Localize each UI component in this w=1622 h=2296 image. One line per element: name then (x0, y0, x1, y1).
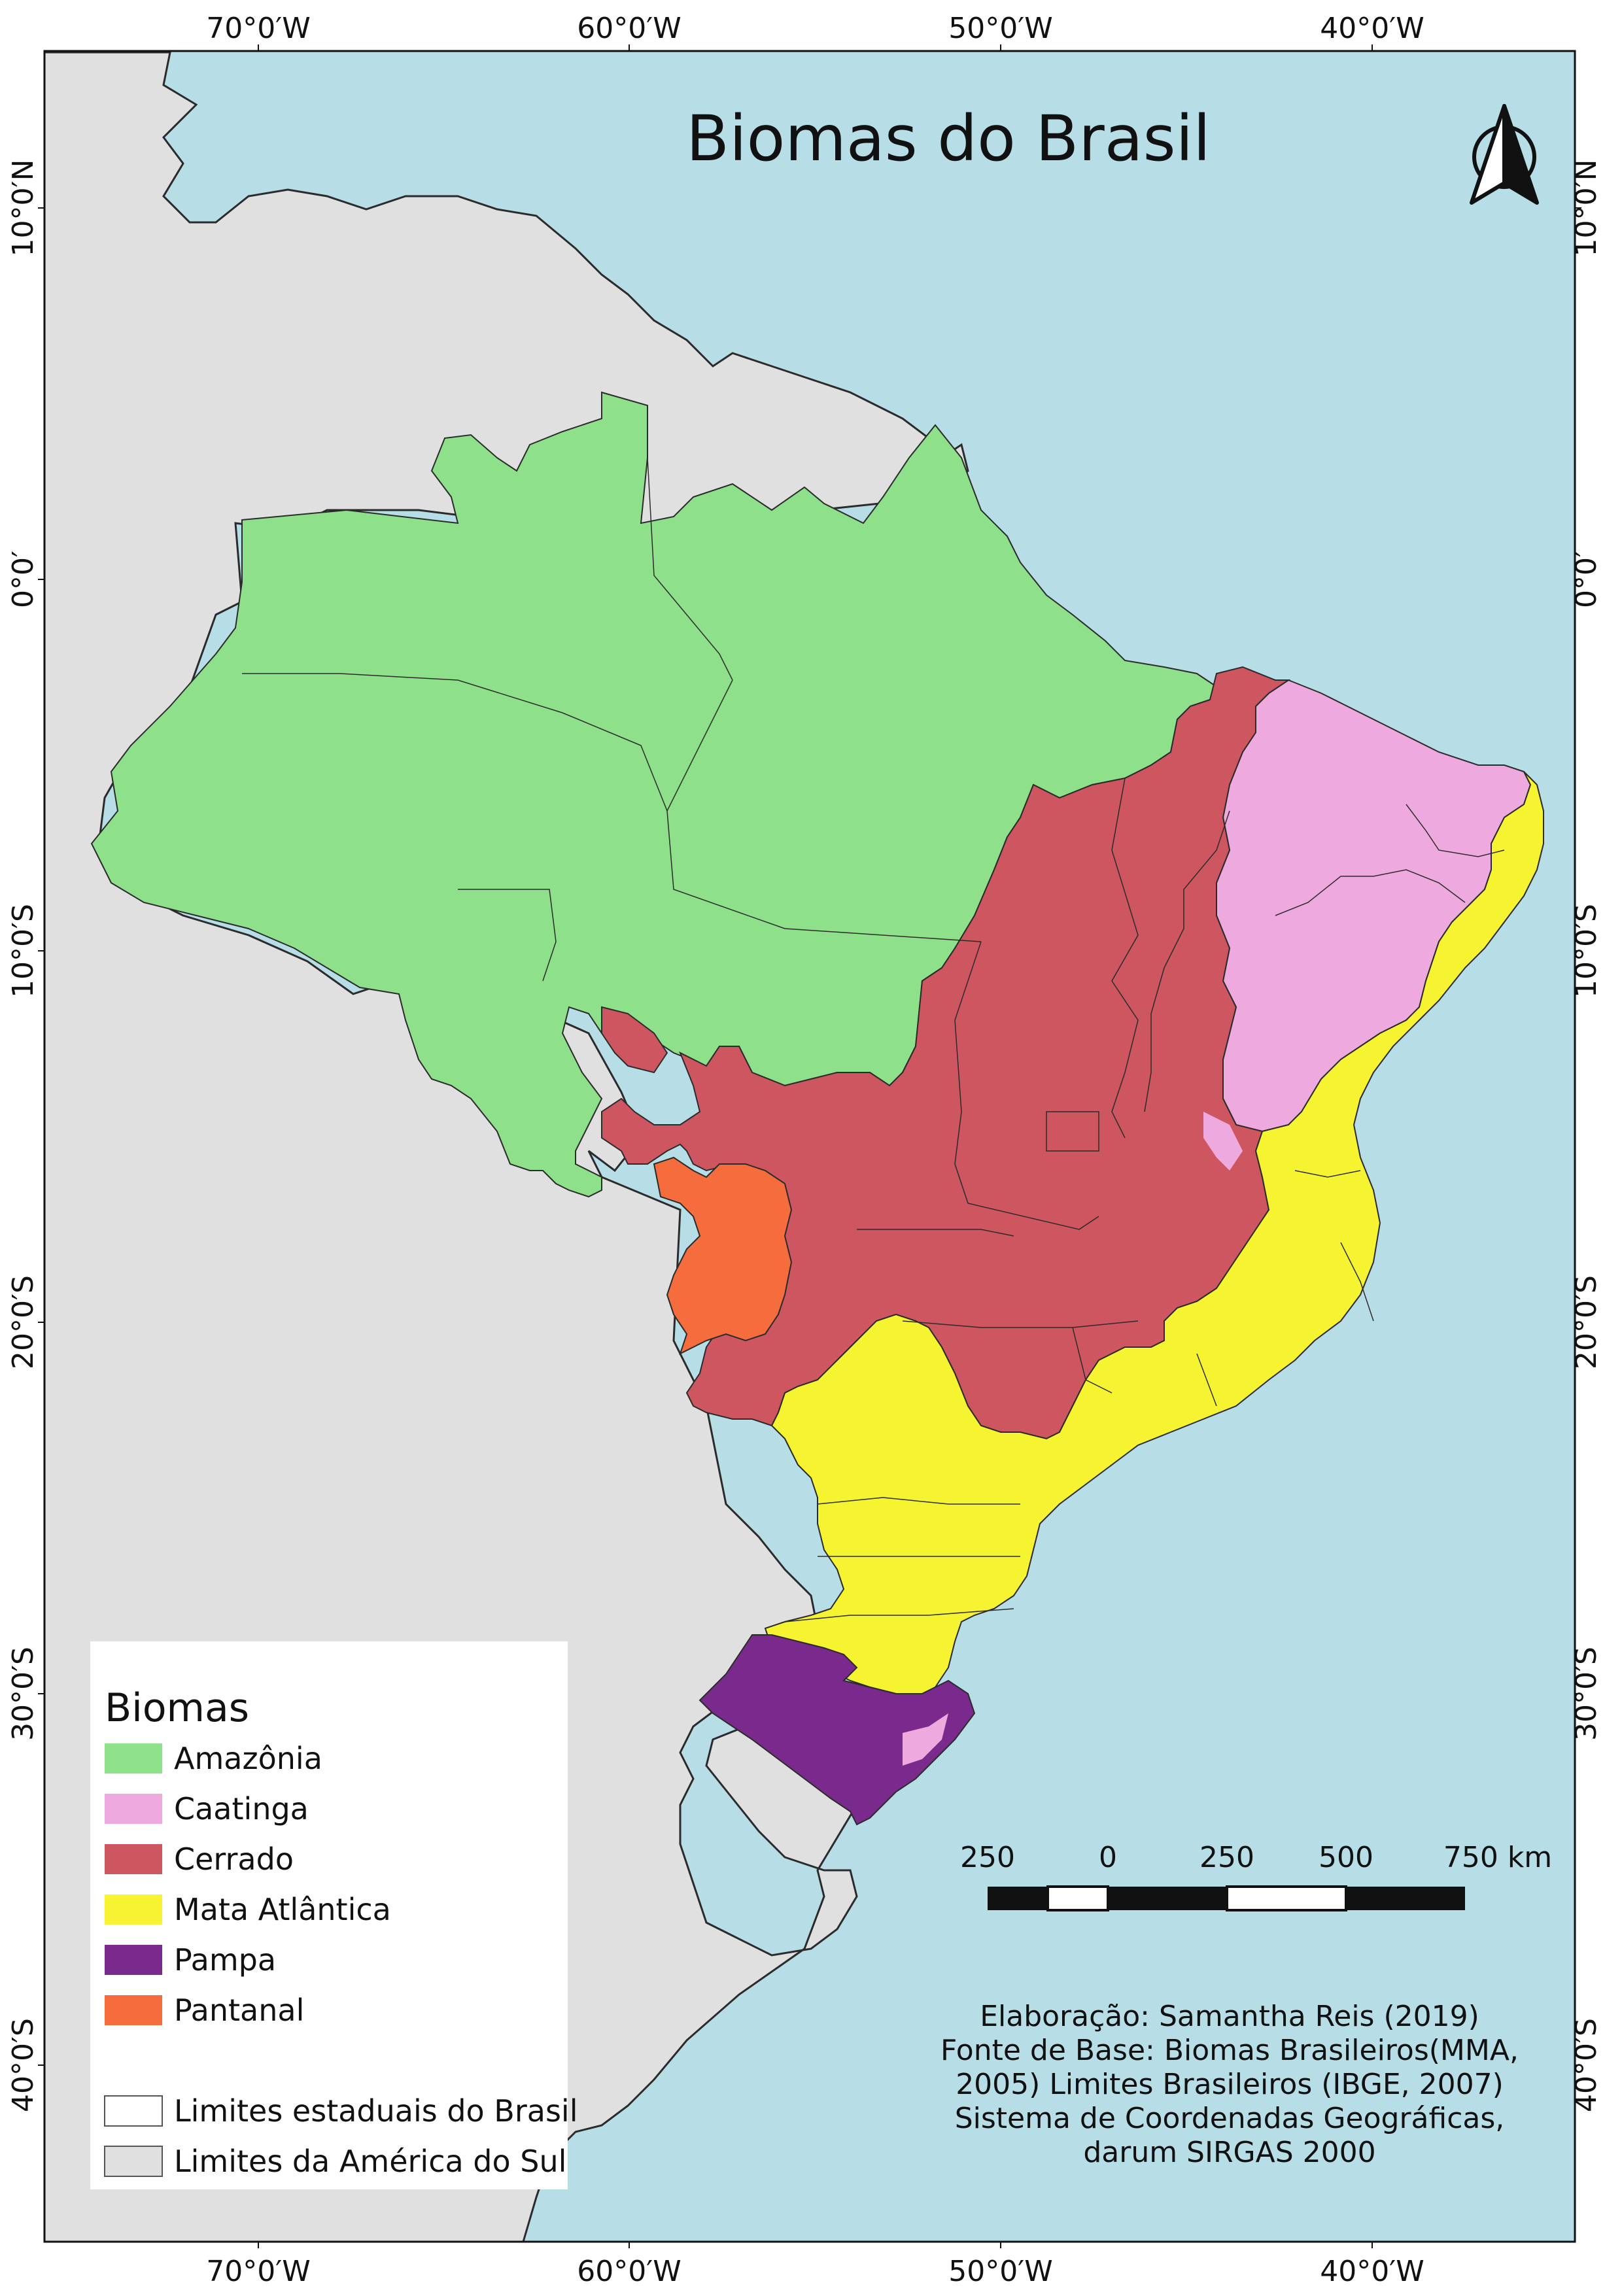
credit-line: 2005) Limites Brasileiros (IBGE, 2007) (956, 2068, 1504, 2101)
legend-swatch-amazonia (105, 1743, 162, 1773)
legend-label: Limites estaduais do Brasil (174, 2093, 578, 2129)
legend-swatch-pampa (105, 1945, 162, 1975)
lat-label: 0°0′ (1570, 551, 1603, 608)
brazil (90, 391, 1544, 1826)
lon-label: 60°0′W (577, 12, 681, 45)
lat-label: 40°0′S (1570, 2018, 1603, 2112)
legend-swatch-cerrado (105, 1844, 162, 1874)
lon-label: 40°0′W (1320, 2255, 1424, 2288)
biome-pampa (699, 1634, 976, 1826)
legend-label: Amazônia (174, 1741, 322, 1776)
caatinga-enclave (1203, 1112, 1243, 1171)
lat-label: 10°0′N (1570, 160, 1603, 257)
scale-label: 250 (960, 1841, 1015, 1874)
lon-label: 50°0′W (948, 12, 1052, 45)
legend: Biomas Amazônia Caatinga Cerrado Mata At… (90, 1641, 578, 2189)
lat-label: 10°0′S (1570, 904, 1603, 998)
lat-label: 10°0′N (7, 160, 40, 257)
credit-line: darum SIRGAS 2000 (1083, 2136, 1375, 2169)
lon-label: 40°0′W (1320, 12, 1424, 45)
latitude-labels-left: 10°0′N 0°0′ 10°0′S 20°0′S 30°0′S 40°0′S (7, 160, 40, 2112)
legend-label: Pantanal (174, 1993, 304, 2028)
longitude-labels-top: 70°0′W 60°0′W 50°0′W 40°0′W (206, 12, 1424, 45)
legend-label: Pampa (174, 1942, 276, 1978)
biome-mata-atlantica (764, 771, 1544, 1694)
map-border (43, 50, 1576, 2243)
caatinga-enclave (903, 1713, 948, 1766)
lon-label: 70°0′W (206, 2255, 310, 2288)
legend-swatch-mata-atlantica (105, 1894, 162, 1925)
biome-pantanal (653, 1156, 793, 1355)
lon-label: 70°0′W (206, 12, 310, 45)
lat-label: 40°0′S (7, 2018, 40, 2112)
map-title: Biomas do Brasil (686, 102, 1211, 175)
scale-label: 0 (1099, 1841, 1117, 1874)
scale-label: 750 km (1443, 1841, 1552, 1874)
lat-label: 20°0′S (7, 1275, 40, 1369)
legend-swatch-pantanal (105, 1995, 162, 2025)
legend-box (90, 1641, 568, 2189)
lat-label: 10°0′S (7, 904, 40, 998)
legend-label: Caatinga (174, 1791, 309, 1826)
lat-label: 20°0′S (1570, 1275, 1603, 1369)
lat-label: 30°0′S (7, 1647, 40, 1741)
north-arrow-icon (1470, 104, 1539, 205)
lat-label: 30°0′S (1570, 1647, 1603, 1741)
state-boundaries (242, 457, 1505, 1622)
lat-label: 0°0′ (7, 551, 40, 608)
scale-label: 500 (1319, 1841, 1373, 1874)
credits: Elaboração: Samantha Reis (2019) Fonte d… (940, 2000, 1519, 2169)
legend-swatch-south-america (104, 2146, 163, 2177)
credit-line: Fonte de Base: Biomas Brasileiros(MMA, (940, 2034, 1519, 2067)
map-frame (38, 44, 1581, 2248)
graticule-ticks (38, 44, 1581, 2248)
legend-title: Biomas (105, 1685, 249, 1731)
legend-label: Mata Atlântica (174, 1892, 391, 1927)
legend-swatch-state-limits (104, 2095, 163, 2127)
legend-label: Cerrado (174, 1842, 294, 1877)
scale-bar: 250 0 250 500 750 km (960, 1841, 1552, 1911)
longitude-labels-bottom: 70°0′W 60°0′W 50°0′W 40°0′W (206, 2255, 1424, 2288)
legend-label: Limites da América do Sul (174, 2144, 566, 2179)
credit-line: Sistema de Coordenadas Geográficas, (955, 2102, 1505, 2135)
scale-label: 250 (1199, 1841, 1254, 1874)
latitude-labels-right: 10°0′N 0°0′ 10°0′S 20°0′S 30°0′S 40°0′S (1570, 160, 1603, 2112)
lon-label: 50°0′W (948, 2255, 1052, 2288)
credit-line: Elaboração: Samantha Reis (2019) (980, 2000, 1479, 2033)
legend-swatch-caatinga (105, 1794, 162, 1824)
legend-items: Amazônia Caatinga Cerrado Mata Atlântica… (104, 1741, 578, 2179)
lon-label: 60°0′W (577, 2255, 681, 2288)
